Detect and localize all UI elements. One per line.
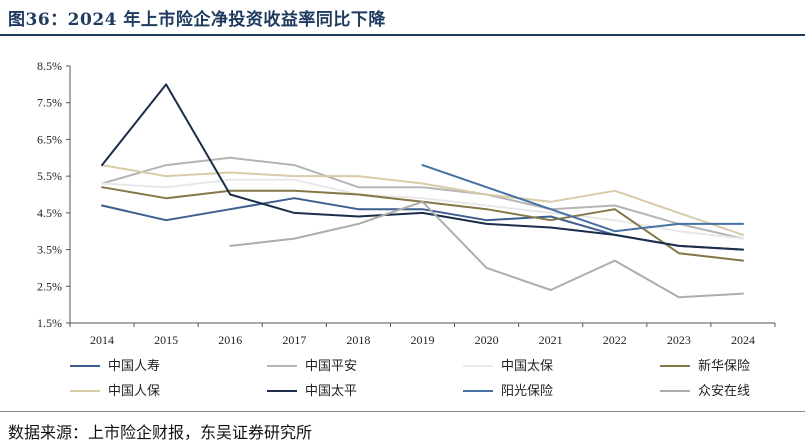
legend-label: 中国平安 <box>305 359 357 374</box>
legend-label: 中国人寿 <box>108 359 160 374</box>
chart-series-lines <box>101 83 744 299</box>
y-tick-label: 2.5% <box>37 279 62 293</box>
legend-label: 中国太平 <box>305 384 357 399</box>
y-tick-label: 4.5% <box>37 206 62 220</box>
x-tick-label: 2018 <box>346 333 370 347</box>
series-line-众安在线 <box>229 200 744 299</box>
x-tick-label: 2024 <box>731 333 755 347</box>
y-tick-label: 6.5% <box>37 132 62 146</box>
series-line-中国人保 <box>101 164 744 236</box>
legend-label: 中国太保 <box>501 359 553 374</box>
series-line-阳光保险 <box>421 164 744 233</box>
x-tick-label: 2016 <box>218 333 242 347</box>
title-rule <box>0 34 805 36</box>
y-tick-label: 3.5% <box>37 243 62 257</box>
series-line-中国人寿 <box>101 197 744 251</box>
legend-label: 阳光保险 <box>501 384 553 399</box>
series-line-中国平安 <box>101 156 744 240</box>
source-rule <box>0 411 805 412</box>
line-chart: 1.5% 2.5% 3.5% 4.5% 5.5% 6.5% 7.5% 8.5% 2014 2015… <box>37 59 776 399</box>
figure-title: 图36：2024 年上市险企净投资收益率同比下降 <box>8 10 386 30</box>
legend-label: 众安在线 <box>698 384 750 399</box>
y-tick-label: 1.5% <box>37 316 62 330</box>
x-tick-label: 2017 <box>282 333 306 347</box>
y-tick-label: 7.5% <box>37 96 62 110</box>
legend-label: 中国人保 <box>108 384 160 399</box>
source-note: 数据来源：上市险企财报，东吴证券研究所 <box>8 423 313 442</box>
x-tick-label: 2022 <box>603 333 627 347</box>
y-tick-label: 5.5% <box>37 169 62 183</box>
x-tick-label: 2023 <box>667 333 691 347</box>
x-tick-label: 2019 <box>411 333 435 347</box>
x-tick-label: 2021 <box>539 333 563 347</box>
series-line-中国太平 <box>101 83 744 251</box>
x-tick-label: 2020 <box>475 333 499 347</box>
legend-label: 新华保险 <box>698 358 750 374</box>
x-tick-label: 2015 <box>154 333 178 347</box>
chart-axes: 1.5% 2.5% 3.5% 4.5% 5.5% 6.5% 7.5% 8.5% 2014 2015… <box>37 59 776 347</box>
x-tick-label: 2014 <box>90 333 114 347</box>
y-tick-label: 8.5% <box>37 59 62 73</box>
